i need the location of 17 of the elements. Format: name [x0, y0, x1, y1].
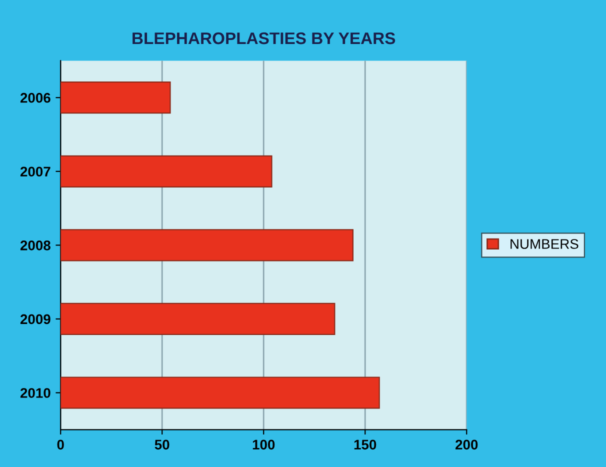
y-tick-label: 2009 [20, 314, 50, 324]
bar [60, 302, 336, 336]
bar [60, 155, 272, 188]
x-tick-label: 200 [456, 440, 478, 450]
x-tick-label: 0 [57, 440, 64, 450]
x-tick-label: 150 [354, 440, 376, 450]
x-tick-label: 50 [154, 440, 170, 450]
bar [60, 229, 354, 262]
x-tick-label: 100 [252, 440, 275, 450]
y-tick-label: 2008 [20, 240, 50, 250]
y-tick-label: 2010 [20, 388, 50, 398]
legend-label: NUMBERS [510, 239, 578, 249]
y-tick-label: 2006 [20, 92, 50, 103]
bar [60, 82, 171, 114]
chart-title: BLEPHAROPLASTIES BY YEARS [132, 32, 396, 44]
bar [60, 376, 380, 409]
y-tick-label: 2007 [20, 166, 50, 177]
